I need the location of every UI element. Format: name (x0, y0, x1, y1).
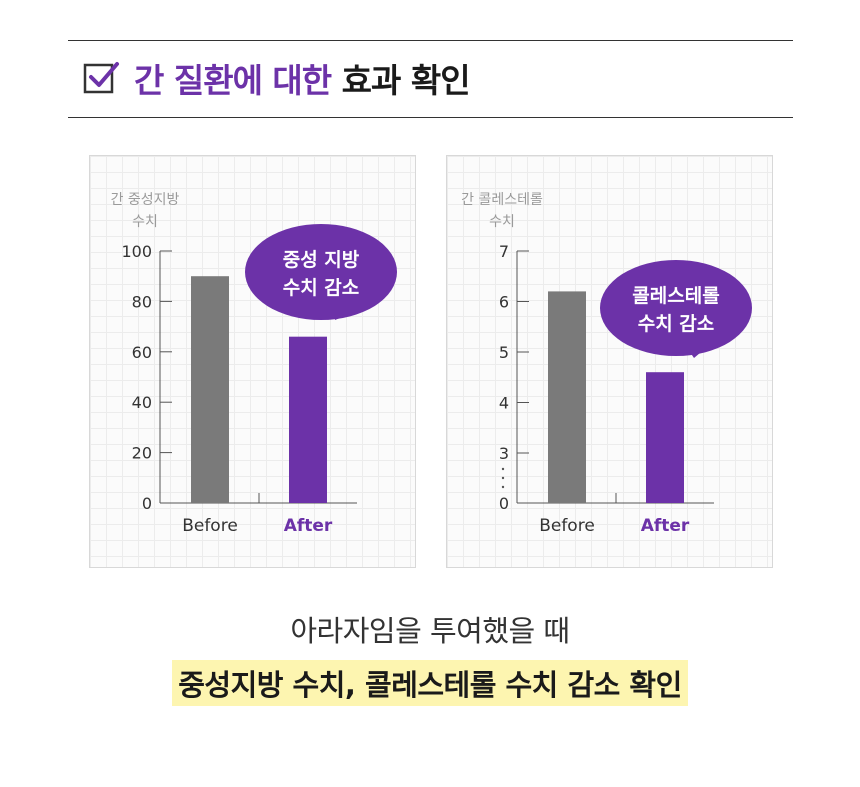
y-tick-label: 20 (132, 444, 152, 463)
y-tick-label: 6 (499, 293, 509, 312)
y-tick-label: 0 (499, 494, 509, 513)
bar-before (548, 291, 586, 503)
y-tick-label: 60 (132, 343, 152, 362)
bar-after (289, 336, 327, 503)
y-tick-label: 40 (132, 393, 152, 412)
callout-text-line1: 중성 지방 (283, 249, 360, 271)
y-axis-label: 간 콜레스테롤 (461, 192, 543, 208)
y-tick-label: 3 (499, 444, 509, 463)
footer-line2: 중성지방 수치, 콜레스테롤 수치 감소 확인 (172, 660, 688, 706)
axis-break-dot (501, 467, 505, 471)
y-tick-label: 4 (499, 394, 509, 413)
x-tick-label: Before (539, 516, 595, 536)
section-header: 간 질환에 대한 효과 확인 (82, 54, 471, 102)
y-tick-label: 80 (132, 292, 152, 311)
axis-break-dot (501, 485, 505, 489)
page-title: 간 질환에 대한 효과 확인 (134, 54, 471, 102)
y-axis-label-line2: 수치 (132, 214, 158, 230)
y-tick-label: 100 (121, 242, 152, 261)
y-axis-label-line2: 수치 (489, 214, 515, 230)
bar-before (191, 276, 229, 503)
checkbox-checked-icon (83, 62, 119, 94)
x-tick-label: After (284, 516, 333, 536)
bottom-divider (68, 117, 793, 118)
callout-text-line2: 수치 감소 (638, 313, 715, 335)
top-divider (68, 40, 793, 41)
y-tick-label: 0 (142, 494, 152, 513)
footer-line2-wrap: 중성지방 수치, 콜레스테롤 수치 감소 확인 (0, 660, 860, 706)
footer-line1: 아라자임을 투여했을 때 (290, 614, 570, 648)
callout-text-line2: 수치 감소 (283, 277, 360, 299)
y-tick-label: 5 (499, 343, 509, 362)
callout-bubble (600, 260, 752, 356)
bar-after (646, 372, 684, 503)
y-tick-label: 7 (499, 242, 509, 261)
axis-break-dot (501, 476, 505, 480)
title-rest: 효과 확인 (341, 61, 471, 100)
x-tick-label: After (641, 516, 690, 536)
x-tick-label: Before (182, 516, 238, 536)
title-highlight: 간 질환에 대한 (134, 61, 332, 100)
y-axis-label: 간 중성지방 (111, 192, 180, 208)
callout-bubble (245, 224, 397, 320)
callout-text-line1: 콜레스테롤 (632, 285, 719, 307)
